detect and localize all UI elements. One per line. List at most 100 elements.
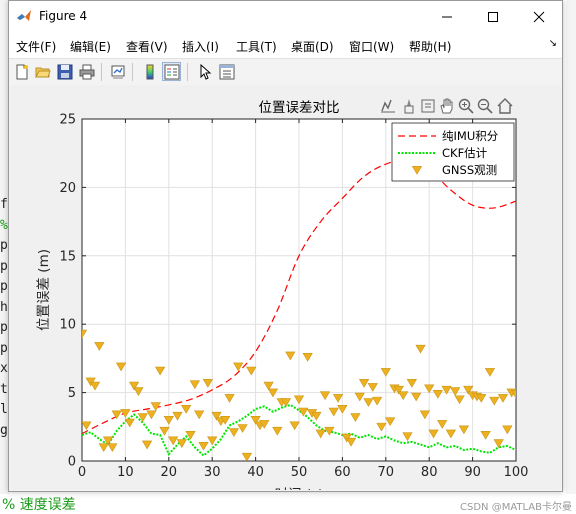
save-button[interactable] xyxy=(55,62,74,81)
position-error-chart: 0 10 20 30 40 50 60 70 80 90 100 0 5 10 15 20 25 位置误差对比时间… xyxy=(36,100,529,490)
gnss-marker xyxy=(82,329,88,339)
brush-icon[interactable] xyxy=(400,97,418,115)
x-tick-label: 10 xyxy=(117,465,134,480)
close-icon xyxy=(533,11,545,22)
gnss-marker xyxy=(358,379,370,388)
property-inspector-button[interactable] xyxy=(217,62,236,81)
gnss-marker xyxy=(324,426,335,436)
editor-code-char: g xyxy=(0,422,8,438)
open-file-button[interactable] xyxy=(33,62,52,81)
gnss-marker xyxy=(128,381,140,391)
gnss-marker xyxy=(393,385,404,395)
gnss-marker xyxy=(480,431,491,440)
gnss-marker xyxy=(463,385,474,395)
gnss-marker xyxy=(328,407,339,417)
insert-legend-button[interactable] xyxy=(162,62,181,81)
maximize-button[interactable] xyxy=(470,1,516,32)
editor-code-char: x xyxy=(0,361,8,376)
print-button[interactable] xyxy=(77,62,96,81)
gnss-marker xyxy=(272,426,283,436)
legend-entry-label: GNSS观测 xyxy=(442,163,497,177)
insert-colorbar-button[interactable] xyxy=(140,62,159,81)
y-tick-label: 5 xyxy=(68,386,76,401)
y-tick-label: 0 xyxy=(68,455,76,470)
gnss-marker xyxy=(371,396,383,406)
y-tick-label: 20 xyxy=(59,181,76,196)
printer-icon xyxy=(79,64,94,79)
gnss-marker xyxy=(315,429,326,439)
editor-code-char: h xyxy=(0,299,8,315)
gnss-marker xyxy=(207,436,218,446)
menu-edit[interactable]: 编辑(E) xyxy=(70,40,111,54)
menu-view[interactable]: 查看(V) xyxy=(126,40,168,54)
menu-insert[interactable]: 插入(I) xyxy=(182,40,219,54)
edit-plot-button[interactable] xyxy=(195,62,214,81)
link-plot-button[interactable] xyxy=(108,62,127,81)
matlab-logo-icon xyxy=(16,8,32,24)
gnss-marker xyxy=(189,380,200,390)
gnss-marker xyxy=(250,415,261,425)
export-icon[interactable] xyxy=(379,97,397,115)
gnss-marker xyxy=(385,417,396,427)
gnss-marker xyxy=(380,368,391,377)
gnss-marker xyxy=(298,407,309,417)
pan-hand-icon[interactable] xyxy=(438,97,456,115)
toolbar-separator xyxy=(132,63,133,81)
figure-toolbar xyxy=(9,58,562,85)
editor-code-char: t xyxy=(0,381,8,397)
menu-bar: 文件(F) 编辑(E) 查看(V) 插入(I) 工具(T) 桌面(D) 窗口(W… xyxy=(9,32,562,58)
zoom-out-icon[interactable] xyxy=(476,97,494,115)
gnss-marker xyxy=(163,415,174,425)
minimize-button[interactable] xyxy=(424,1,470,32)
data-tips-icon[interactable] xyxy=(419,97,437,115)
save-disk-icon xyxy=(57,64,72,79)
home-restore-view-icon[interactable] xyxy=(496,97,514,115)
gnss-marker xyxy=(484,368,496,377)
gnss-marker xyxy=(159,426,170,436)
gnss-marker xyxy=(102,436,114,446)
new-figure-button[interactable] xyxy=(12,62,31,81)
gnss-marker xyxy=(489,396,500,406)
x-tick-label: 100 xyxy=(504,465,529,480)
link-plot-icon xyxy=(111,65,124,79)
x-tick-label: 30 xyxy=(204,465,221,480)
editor-code-char: p xyxy=(0,320,8,335)
gnss-marker xyxy=(181,405,192,414)
gnss-marker xyxy=(293,395,305,405)
gnss-marker xyxy=(285,351,296,361)
close-button[interactable] xyxy=(516,1,562,32)
gnss-marker xyxy=(376,422,387,432)
menu-file[interactable]: 文件(F) xyxy=(16,40,57,54)
x-tick-label: 40 xyxy=(247,465,264,480)
gnss-marker xyxy=(311,411,322,421)
gnss-marker xyxy=(454,395,465,405)
gnss-marker xyxy=(246,366,257,376)
gnss-marker xyxy=(493,439,504,448)
menu-tools[interactable]: 工具(T) xyxy=(236,40,277,54)
gnss-marker xyxy=(402,432,413,442)
menu-window[interactable]: 窗口(W) xyxy=(349,40,395,54)
y-axis-label: 位置误差 (m) xyxy=(36,249,52,331)
gnss-marker xyxy=(428,429,439,439)
gnss-marker xyxy=(337,405,348,414)
gnss-marker xyxy=(150,402,161,412)
gnss-marker xyxy=(202,379,213,388)
gnss-marker xyxy=(176,439,187,448)
gnss-marker xyxy=(398,391,409,401)
y-tick-label: 15 xyxy=(59,249,76,264)
gnss-marker xyxy=(233,362,244,372)
menu-dock-arrow-icon[interactable]: ↘ xyxy=(548,38,557,49)
new-file-icon xyxy=(16,64,28,79)
editor-code-char: p xyxy=(0,258,8,274)
gnss-marker xyxy=(111,410,122,420)
gnss-marker xyxy=(194,410,205,420)
gnss-marker xyxy=(302,353,313,362)
gnss-marker xyxy=(185,431,196,440)
menu-desktop[interactable]: 桌面(D) xyxy=(291,40,334,54)
maximize-icon xyxy=(488,11,498,22)
gnss-marker xyxy=(259,420,270,429)
imu-error-line xyxy=(82,159,516,435)
zoom-in-icon[interactable] xyxy=(457,97,475,115)
open-folder-icon xyxy=(34,67,51,77)
menu-help[interactable]: 帮助(H) xyxy=(409,40,452,54)
